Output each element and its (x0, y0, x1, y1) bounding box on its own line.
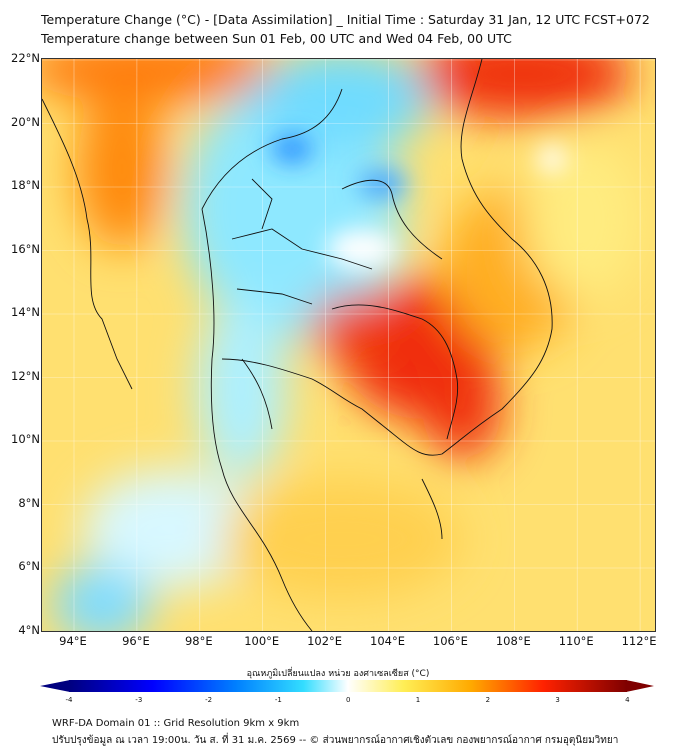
colorbar-tick-label: -1 (274, 696, 282, 704)
footer-update-info: ปรับปรุงข้อมูล ณ เวลา 19:00น. วัน ส. ที่… (52, 735, 619, 746)
lon-label: 108°E (495, 634, 531, 648)
colorbar-title: อุณหภูมิเปลี่ยนแปลง หน่วย องศาเซลเซียส (… (246, 669, 430, 679)
lat-label: 18°N (11, 178, 40, 192)
lon-label: 102°E (307, 634, 343, 648)
lat-label: 10°N (11, 432, 40, 446)
colorbar-tick-label: 4 (625, 696, 630, 704)
footer-model-info: WRF-DA Domain 01 :: Grid Resolution 9km … (52, 718, 300, 729)
lat-label: 8°N (18, 495, 40, 510)
lon-label: 94°E (59, 634, 87, 648)
lon-label: 100°E (244, 634, 280, 648)
colorbar-tick-label: -2 (205, 696, 213, 704)
colorbar-tick-label: 1 (415, 696, 421, 704)
colorbar-tick-label: -4 (65, 696, 73, 704)
temperature-change-map (41, 58, 656, 632)
lat-label: 16°N (11, 241, 40, 256)
colorbar-tick-label: -3 (135, 696, 143, 704)
lon-label: 106°E (432, 634, 468, 648)
lat-label: 14°N (11, 305, 40, 319)
colorbar-tick-label: 2 (485, 696, 491, 704)
lon-label: 98°E (184, 634, 213, 648)
lon-label: 104°E (370, 634, 405, 648)
colorbar-min-arrow (40, 680, 70, 692)
lat-label: 4°N (18, 622, 40, 637)
lat-label: 22°N (11, 51, 40, 65)
chart-subtitle: Temperature change between Sun 01 Feb, 0… (41, 31, 512, 46)
lon-label: 96°E (122, 634, 150, 648)
chart-title: Temperature Change (°C) - [Data Assimila… (41, 12, 650, 27)
lat-label: 12°N (11, 368, 40, 383)
graticule (42, 59, 655, 631)
lat-label: 6°N (18, 559, 40, 573)
lat-label: 20°N (11, 114, 40, 129)
lon-label: 112°E (621, 634, 657, 648)
colorbar-max-arrow (626, 680, 654, 692)
lon-label: 110°E (558, 634, 594, 648)
coastlines-borders (42, 59, 553, 631)
colorbar-tick-label: 3 (555, 696, 560, 704)
colorbar-tick-label: 0 (345, 696, 351, 704)
colorbar (40, 680, 654, 692)
